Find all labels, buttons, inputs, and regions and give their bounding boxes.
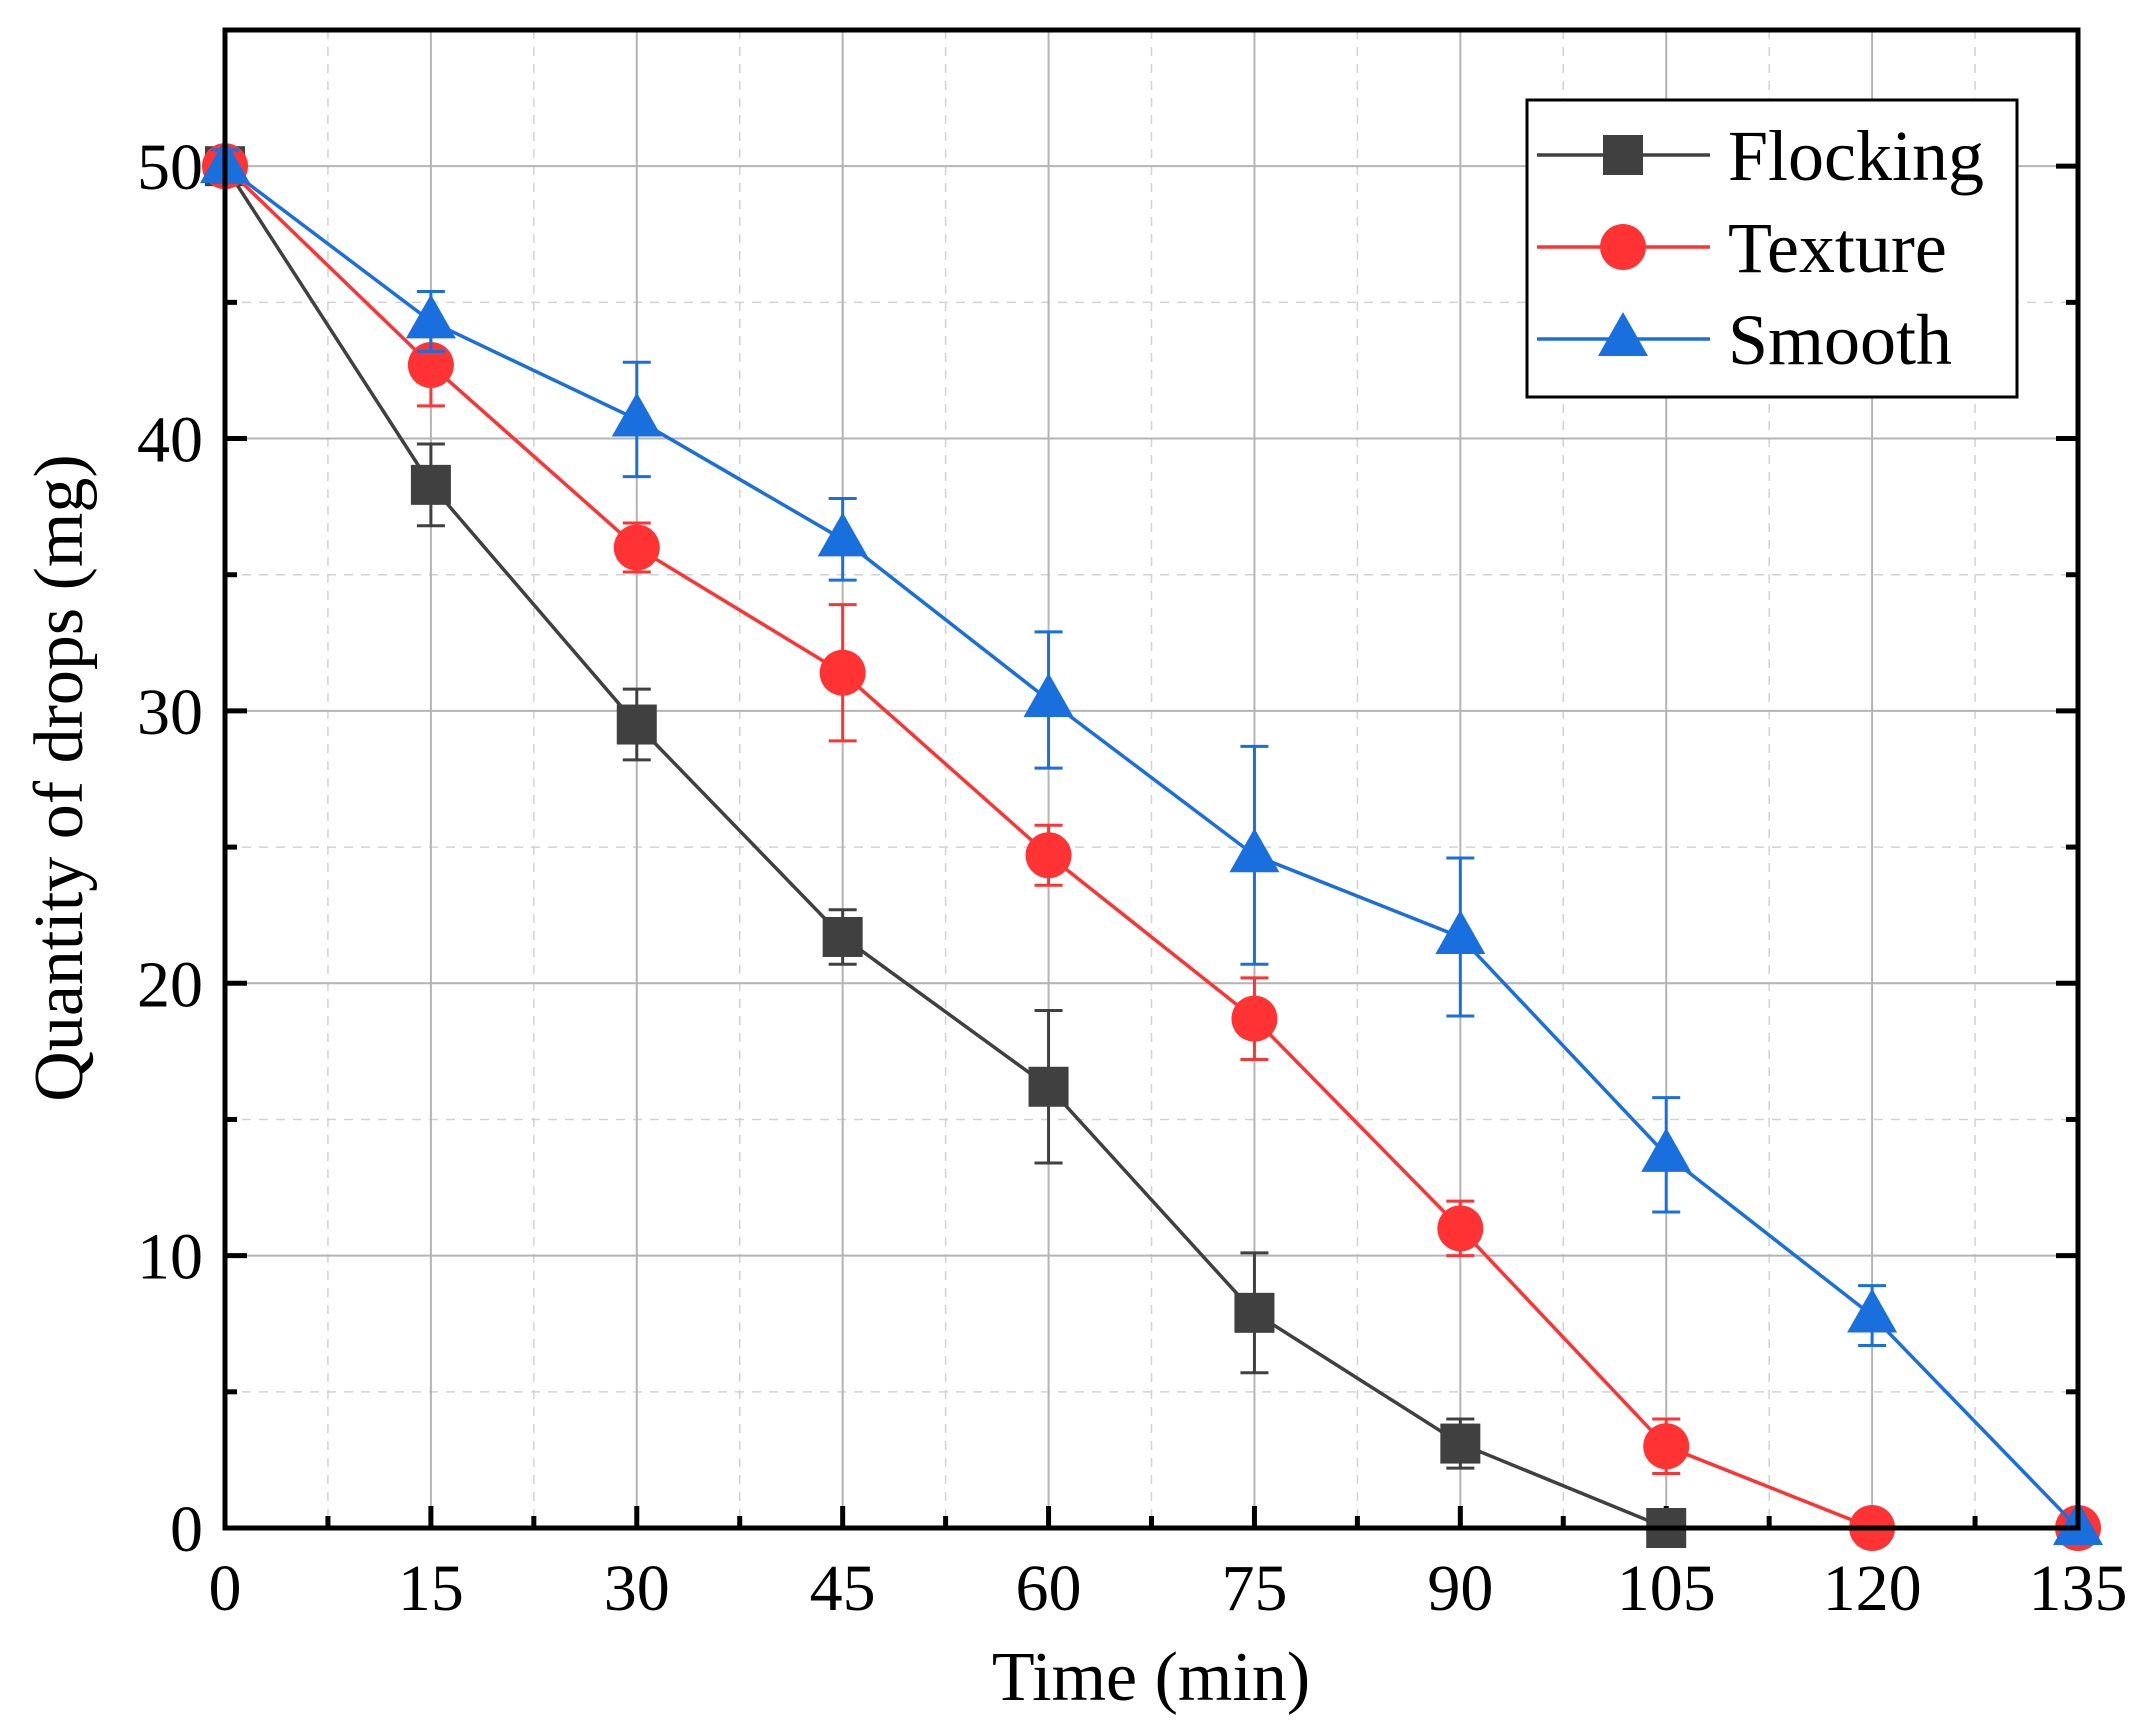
data-point — [611, 392, 662, 437]
x-tick-label: 120 — [1823, 1552, 1922, 1625]
y-tick-label: 40 — [137, 404, 203, 477]
grid — [225, 30, 2078, 1528]
legend-label: Smooth — [1728, 300, 1952, 380]
legend-item-smooth: Smooth — [1537, 300, 1952, 380]
x-tick-label: 15 — [398, 1552, 464, 1625]
data-point — [1435, 909, 1486, 954]
legend-item-flocking: Flocking — [1537, 116, 1984, 196]
y-tick-label: 0 — [170, 1493, 203, 1566]
data-point — [1643, 1423, 1690, 1470]
y-tick-label: 30 — [137, 676, 203, 749]
data-point — [1229, 828, 1280, 873]
x-tick-label: 105 — [1617, 1552, 1716, 1625]
data-point — [822, 916, 863, 957]
data-point — [1440, 1423, 1481, 1464]
x-tick-label: 60 — [1016, 1552, 1082, 1625]
legend-item-texture: Texture — [1537, 208, 1947, 288]
data-point — [1023, 673, 1074, 718]
x-tick-label: 45 — [810, 1552, 876, 1625]
series-line — [223, 165, 1667, 1530]
series — [200, 139, 2103, 1551]
data-point — [1641, 1127, 1692, 1172]
series-line — [223, 164, 2078, 1530]
data-point — [1028, 1066, 1069, 1107]
data-point — [1437, 1205, 1484, 1252]
data-point — [613, 524, 660, 571]
data-point — [407, 342, 454, 389]
data-point — [1847, 1288, 1898, 1333]
x-tick-label: 0 — [209, 1552, 242, 1625]
y-axis-title: Quantity of drops (mg) — [21, 454, 98, 1101]
x-tick-label: 90 — [1427, 1552, 1493, 1625]
data-point — [616, 704, 657, 745]
legend-marker — [1598, 312, 1648, 356]
plot-area-frame — [222, 27, 2081, 1531]
x-tick-label: 75 — [1221, 1552, 1287, 1625]
x-tick-label: 30 — [604, 1552, 670, 1625]
data-point — [405, 294, 456, 339]
y-tick-label: 50 — [137, 131, 203, 204]
series-flocking — [205, 146, 1687, 1548]
x-axis-title: Time (min) — [992, 1639, 1310, 1716]
data-point — [1231, 995, 1278, 1042]
legend: Flocking Texture Smooth — [1525, 98, 2019, 399]
data-point — [410, 464, 451, 505]
tick-labels: 0 15 30 45 60 75 90 105 120 135 0 10 20 30 40 50 — [137, 131, 2128, 1625]
data-point — [1025, 832, 1072, 879]
legend-label: Texture — [1728, 208, 1947, 288]
legend-marker — [1603, 135, 1643, 175]
data-point — [1234, 1292, 1275, 1333]
data-point — [817, 512, 868, 557]
y-tick-label: 20 — [137, 948, 203, 1021]
legend-label: Flocking — [1728, 116, 1984, 196]
data-point — [819, 649, 866, 696]
y-tick-label: 10 — [137, 1221, 203, 1294]
x-tick-label: 135 — [2029, 1552, 2128, 1625]
series-line — [223, 164, 2080, 1530]
legend-marker — [1600, 224, 1646, 270]
